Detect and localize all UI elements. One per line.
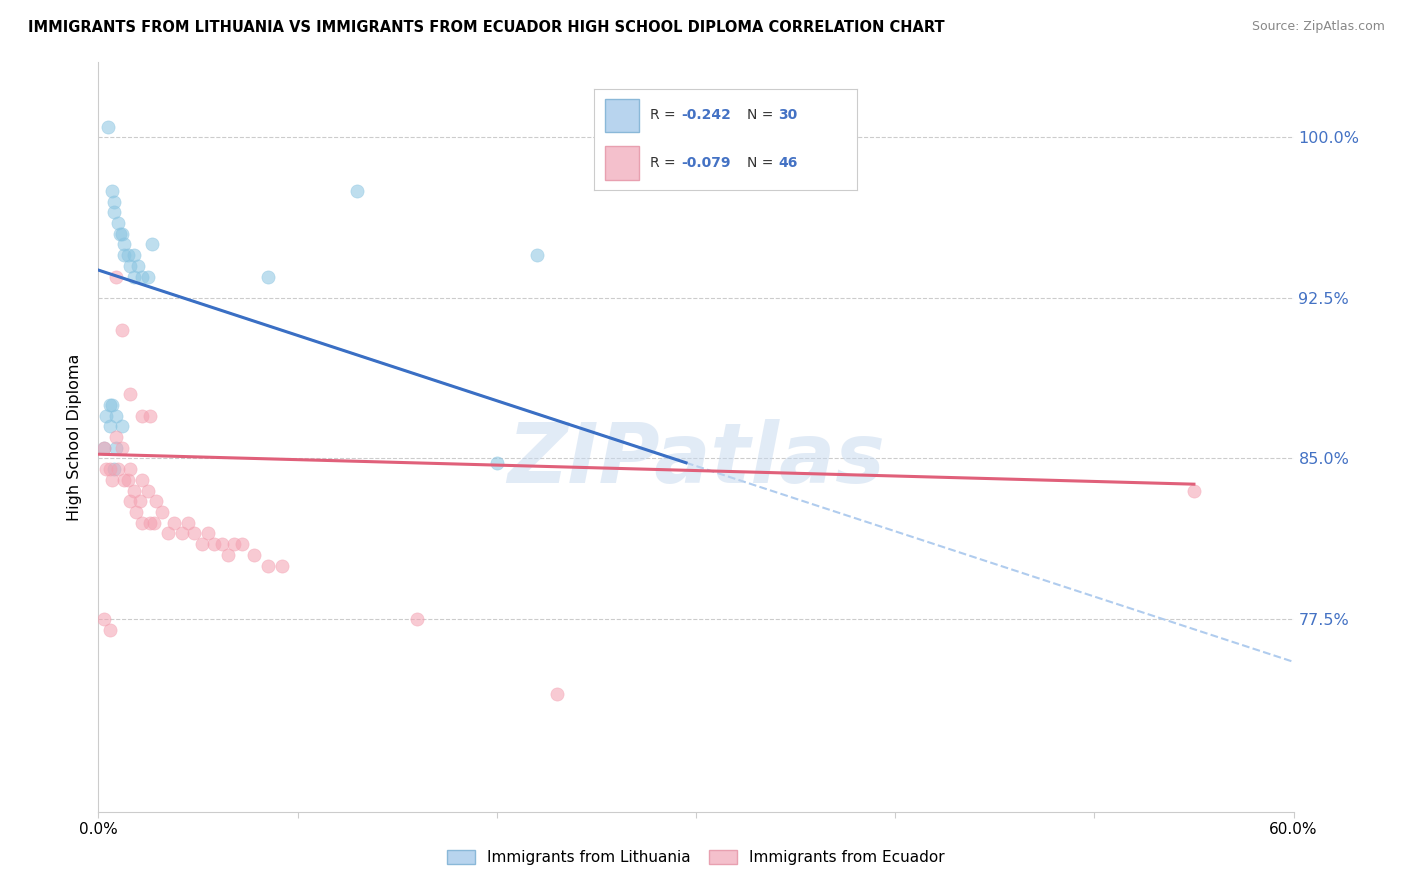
Point bbox=[93, 441, 115, 455]
Point bbox=[107, 462, 129, 476]
Point bbox=[143, 516, 166, 530]
Point bbox=[97, 120, 120, 134]
Point bbox=[157, 526, 180, 541]
Point bbox=[105, 409, 128, 423]
Point bbox=[124, 483, 146, 498]
Point bbox=[141, 237, 163, 252]
Point bbox=[117, 473, 139, 487]
Point bbox=[93, 612, 115, 626]
Text: Source: ZipAtlas.com: Source: ZipAtlas.com bbox=[1251, 20, 1385, 33]
Point bbox=[191, 537, 214, 551]
Point bbox=[256, 269, 278, 284]
Point bbox=[111, 227, 134, 241]
Point bbox=[127, 259, 149, 273]
Point bbox=[211, 537, 233, 551]
Point bbox=[546, 687, 568, 701]
Point bbox=[101, 184, 124, 198]
Point bbox=[98, 462, 122, 476]
Point bbox=[222, 537, 245, 551]
Point bbox=[98, 419, 122, 434]
Point bbox=[139, 516, 162, 530]
Point bbox=[139, 409, 162, 423]
Point bbox=[120, 494, 142, 508]
Point bbox=[346, 184, 368, 198]
Point bbox=[270, 558, 292, 573]
Point bbox=[131, 269, 153, 284]
Point bbox=[125, 505, 148, 519]
Point bbox=[136, 269, 159, 284]
Point bbox=[103, 205, 125, 219]
Text: ZIPatlas: ZIPatlas bbox=[508, 419, 884, 500]
Point bbox=[98, 623, 122, 637]
Point bbox=[105, 269, 128, 284]
Point bbox=[112, 473, 135, 487]
Point bbox=[120, 259, 142, 273]
Point bbox=[256, 558, 278, 573]
Point bbox=[111, 441, 134, 455]
Point bbox=[183, 526, 205, 541]
Point bbox=[485, 456, 508, 470]
Point bbox=[1182, 483, 1205, 498]
Point bbox=[120, 387, 142, 401]
Point bbox=[124, 248, 146, 262]
Point bbox=[202, 537, 225, 551]
Point bbox=[136, 483, 159, 498]
Point bbox=[131, 473, 153, 487]
Point bbox=[96, 409, 118, 423]
Point bbox=[111, 323, 134, 337]
Point bbox=[217, 548, 239, 562]
Point bbox=[163, 516, 186, 530]
Point bbox=[231, 537, 253, 551]
Point bbox=[107, 216, 129, 230]
Point bbox=[101, 398, 124, 412]
Point bbox=[124, 269, 146, 284]
Point bbox=[112, 248, 135, 262]
Point bbox=[120, 462, 142, 476]
Point bbox=[105, 441, 128, 455]
Point bbox=[98, 398, 122, 412]
Text: IMMIGRANTS FROM LITHUANIA VS IMMIGRANTS FROM ECUADOR HIGH SCHOOL DIPLOMA CORRELA: IMMIGRANTS FROM LITHUANIA VS IMMIGRANTS … bbox=[28, 20, 945, 35]
Point bbox=[197, 526, 219, 541]
Point bbox=[150, 505, 173, 519]
Point bbox=[101, 473, 124, 487]
Point bbox=[406, 612, 429, 626]
Point bbox=[103, 194, 125, 209]
Y-axis label: High School Diploma: High School Diploma bbox=[67, 353, 83, 521]
Point bbox=[96, 462, 118, 476]
Legend: Immigrants from Lithuania, Immigrants from Ecuador: Immigrants from Lithuania, Immigrants fr… bbox=[441, 844, 950, 871]
Point bbox=[110, 227, 132, 241]
Point bbox=[243, 548, 266, 562]
Point bbox=[131, 516, 153, 530]
Point bbox=[177, 516, 200, 530]
Point bbox=[111, 419, 134, 434]
Point bbox=[129, 494, 152, 508]
Point bbox=[131, 409, 153, 423]
Point bbox=[145, 494, 167, 508]
Point bbox=[172, 526, 194, 541]
Point bbox=[117, 248, 139, 262]
Point bbox=[526, 248, 548, 262]
Point bbox=[112, 237, 135, 252]
Point bbox=[103, 462, 125, 476]
Point bbox=[93, 441, 115, 455]
Point bbox=[105, 430, 128, 444]
